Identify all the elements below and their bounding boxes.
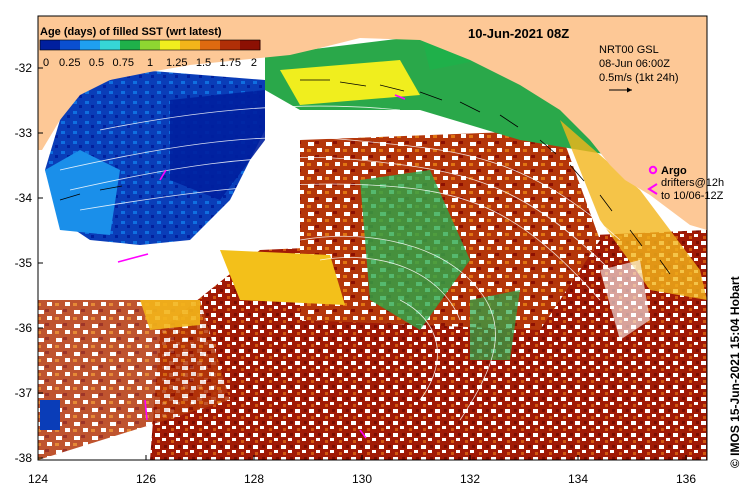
legend-swatch bbox=[140, 40, 161, 50]
sst-age-field bbox=[38, 28, 707, 460]
legend-tick-label: 0.25 bbox=[59, 57, 80, 69]
argo-label: Argo bbox=[661, 165, 687, 177]
legend-tick-label: 0.5 bbox=[89, 57, 104, 69]
y-tick-label: -34 bbox=[15, 191, 33, 205]
legend-swatch bbox=[240, 40, 261, 50]
legend-tick-label: 1.5 bbox=[196, 57, 211, 69]
date-title: 10-Jun-2021 08Z bbox=[468, 26, 569, 41]
drifter-tracks bbox=[117, 94, 406, 439]
legend-tick-label: 1.75 bbox=[220, 57, 241, 69]
legend-swatch bbox=[120, 40, 141, 50]
y-tick-label: -37 bbox=[15, 386, 33, 400]
legend-swatch bbox=[200, 40, 221, 50]
x-tick-label: 134 bbox=[568, 472, 588, 486]
legend-tick-label: 0 bbox=[43, 57, 49, 69]
velocity-note-line1: NRT00 GSL bbox=[599, 44, 659, 56]
legend-ticks: 0 0.25 0.5 0.75 1 1.25 1.5 1.75 2 bbox=[43, 57, 257, 69]
drifter-label-line2: to 10/06-12Z bbox=[661, 190, 724, 202]
legend-title: Age (days) of filled SST (wrt latest) bbox=[40, 26, 222, 38]
legend-tick-label: 1.25 bbox=[166, 57, 187, 69]
credit-text: © IMOS 15-Jun-2021 15:04 Hobart bbox=[728, 276, 742, 468]
legend-tick-label: 2 bbox=[251, 57, 257, 69]
velocity-note-line2: 08-Jun 06:00Z bbox=[599, 58, 670, 70]
velocity-note-line3: 0.5m/s (1kt 24h) bbox=[599, 72, 678, 84]
argo-legend: Argo drifters@12h to 10/06-12Z bbox=[647, 165, 724, 202]
y-tick-label: -32 bbox=[15, 61, 33, 75]
legend-swatch bbox=[220, 40, 241, 50]
legend-swatch bbox=[160, 40, 181, 50]
x-tick-label: 126 bbox=[136, 472, 156, 486]
y-tick-label: -36 bbox=[15, 321, 33, 335]
australia-land bbox=[38, 16, 707, 230]
y-tick-label: -33 bbox=[15, 126, 33, 140]
legend-tick-label: 1 bbox=[147, 57, 153, 69]
x-tick-label: 130 bbox=[352, 472, 372, 486]
argo-marker-icon bbox=[648, 165, 658, 175]
legend-swatch bbox=[180, 40, 201, 50]
current-vectors bbox=[59, 79, 671, 275]
legend-tick-label: 0.75 bbox=[113, 57, 134, 69]
legend-swatch bbox=[80, 40, 101, 50]
legend-swatch bbox=[60, 40, 81, 50]
velocity-note: NRT00 GSL 08-Jun 06:00Z 0.5m/s (1kt 24h) bbox=[599, 44, 678, 93]
drifter-marker-icon bbox=[647, 183, 658, 195]
velocity-arrow-head-icon bbox=[627, 87, 632, 93]
x-tick-label: 136 bbox=[676, 472, 696, 486]
y-axis: -32 -33 -34 -35 -36 -37 -38 bbox=[15, 61, 43, 465]
legend-swatch bbox=[40, 40, 61, 50]
legend-swatch bbox=[100, 40, 121, 50]
x-tick-label: 132 bbox=[460, 472, 480, 486]
plot-frame bbox=[37, 15, 708, 461]
x-axis: 124 126 128 130 132 134 136 bbox=[28, 455, 696, 486]
x-tick-label: 124 bbox=[28, 472, 48, 486]
y-tick-label: -38 bbox=[15, 451, 33, 465]
map-plot-area bbox=[38, 16, 707, 460]
current-streamlines bbox=[59, 105, 621, 421]
legend-swatches bbox=[40, 40, 261, 50]
x-tick-label: 128 bbox=[244, 472, 264, 486]
y-tick-label: -35 bbox=[15, 256, 33, 270]
drifter-label-line1: drifters@12h bbox=[661, 177, 724, 189]
